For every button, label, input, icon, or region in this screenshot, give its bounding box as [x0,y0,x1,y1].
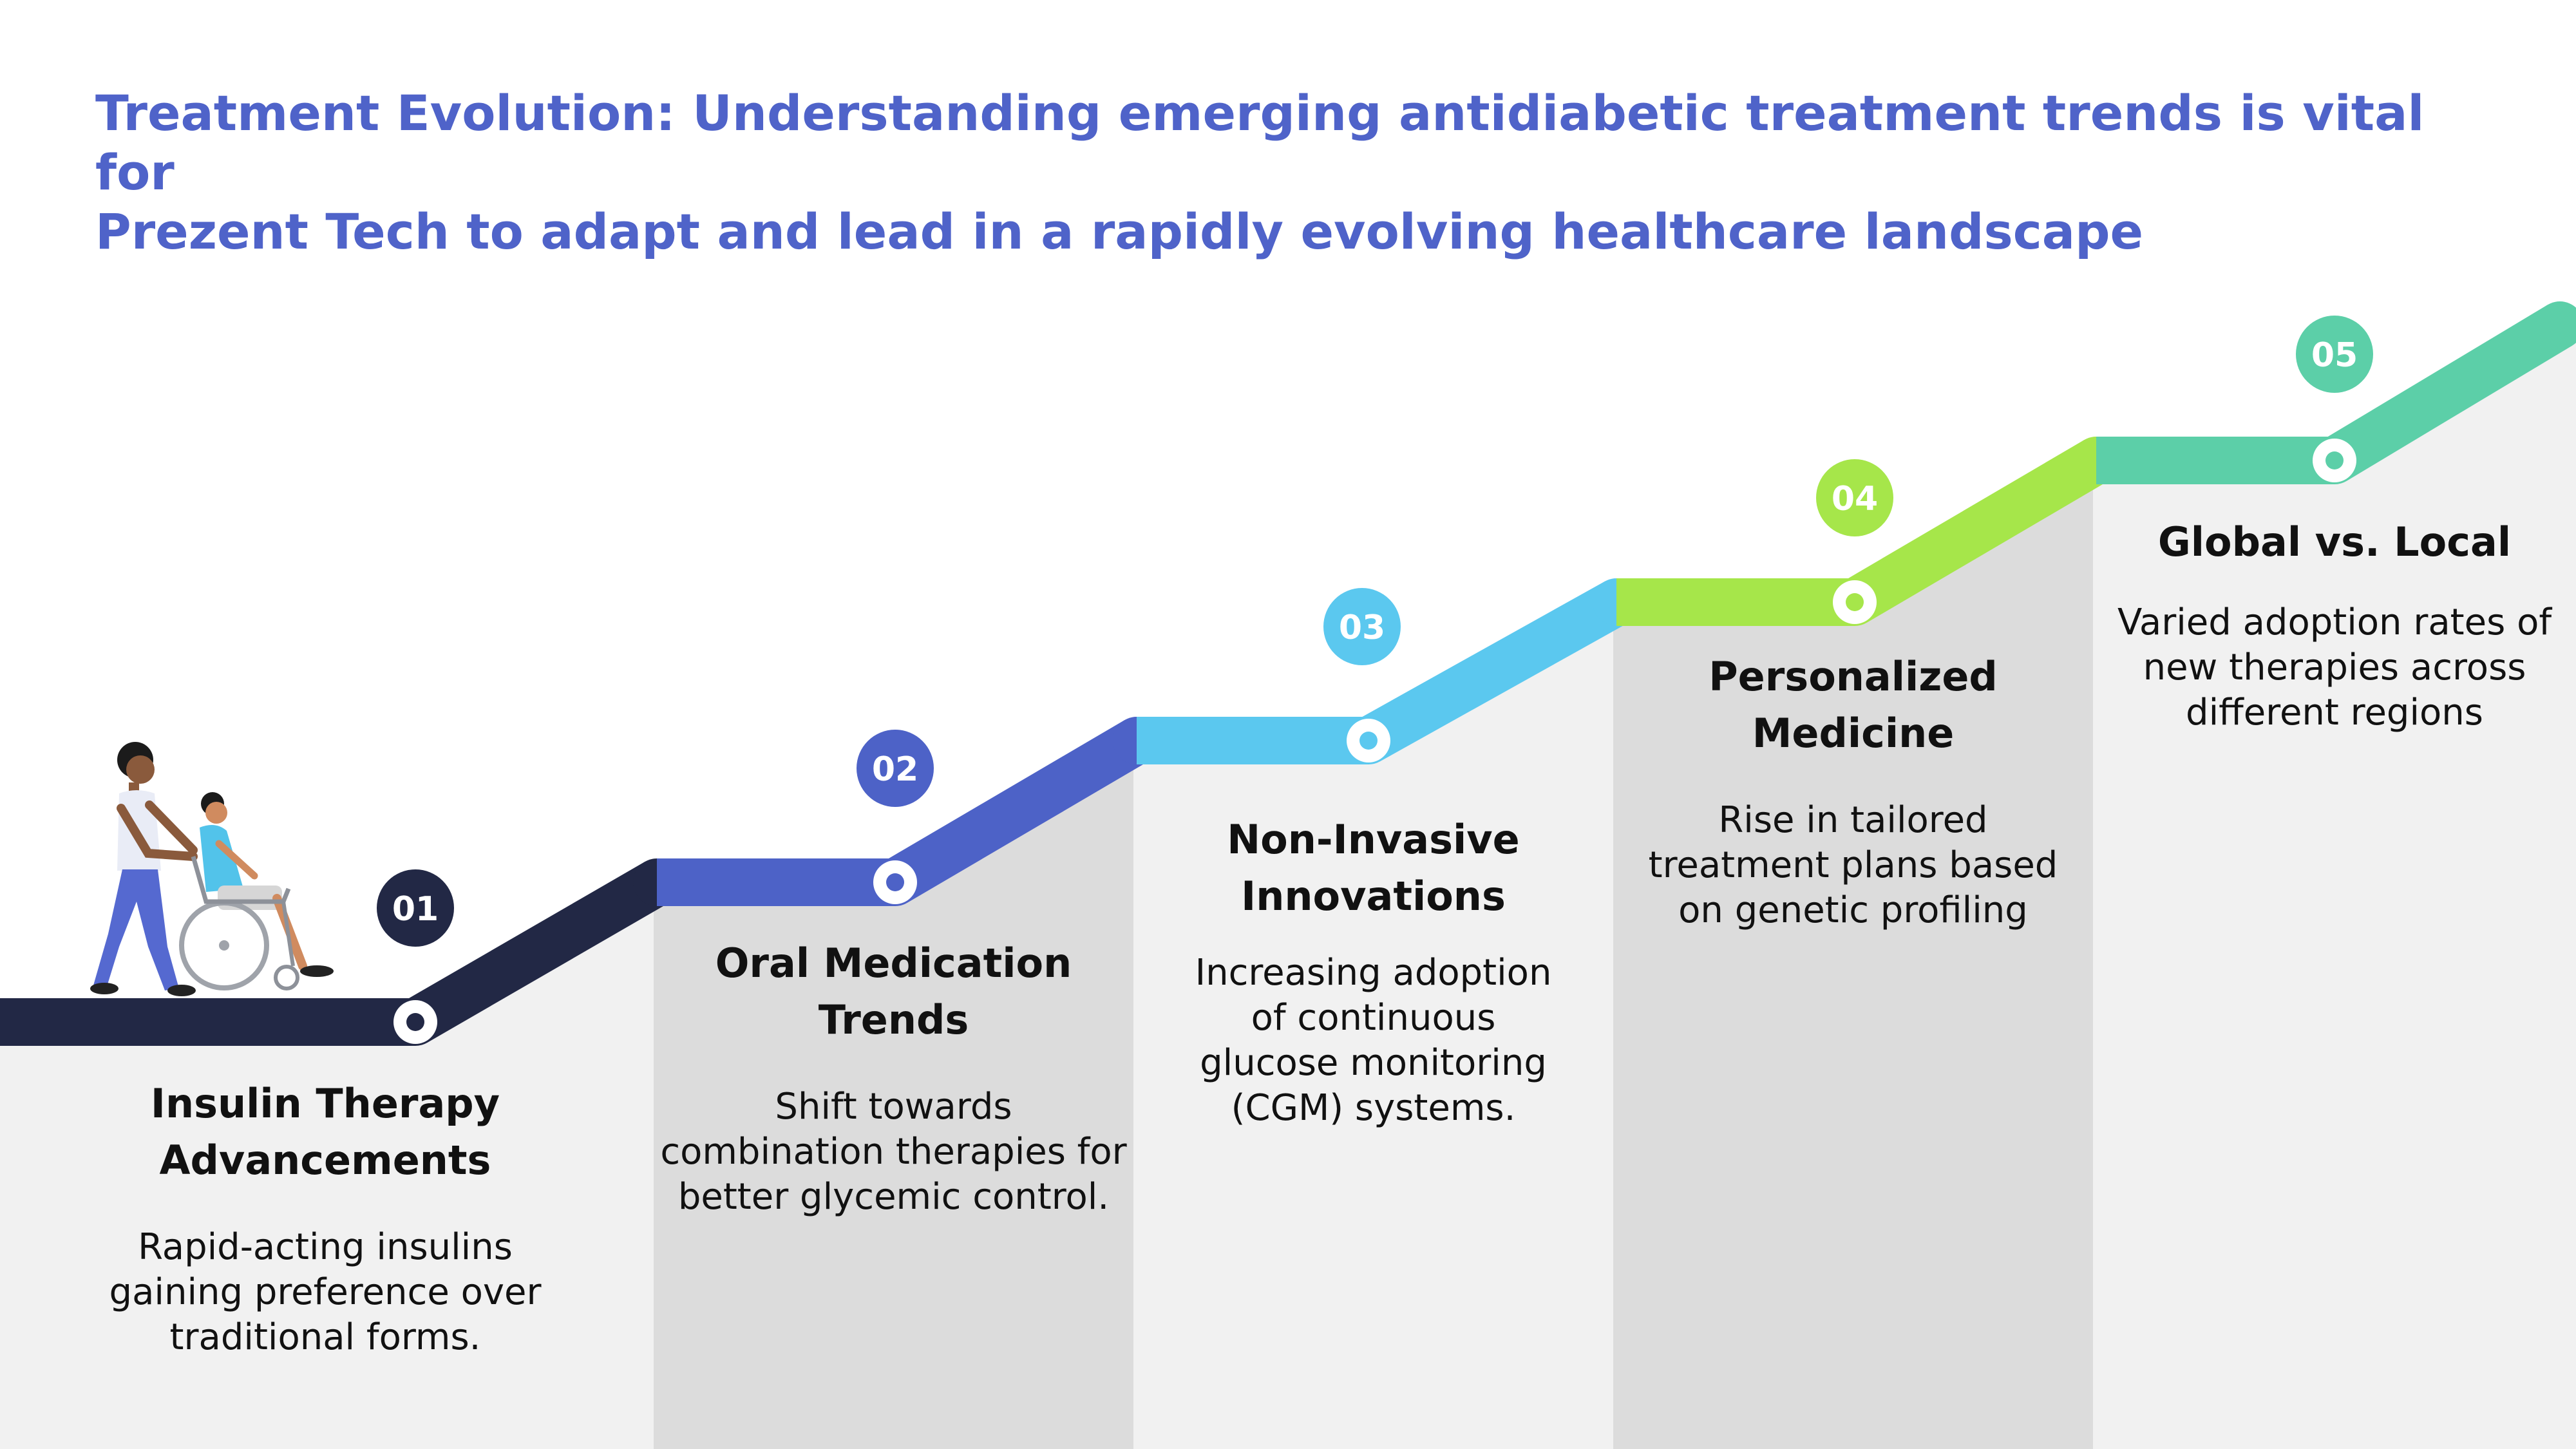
step-4-number: 04 [1832,480,1878,518]
step-3-heading-line: Innovations [1241,873,1506,920]
step-1-description-line: traditional forms. [169,1316,481,1358]
step-3-number-badge: 03 [1323,588,1401,665]
step-2-heading-line: Oral Medication [715,940,1072,987]
step-3-description-line: glucose monitoring [1200,1042,1547,1084]
step-3-number: 03 [1339,609,1385,647]
step-1-milestone-dot [393,1000,437,1044]
step-1-heading-line: Advancements [159,1137,491,1184]
title-line-1: Treatment Evolution: Understanding emerg… [95,84,2425,201]
step-5-description-line: new therapies across [2143,647,2526,688]
step-5-description: Varied adoption rates of new therapies a… [2093,600,2576,735]
step-3-description-line: Increasing adoption [1195,952,1552,994]
wheelchair-patient [179,792,334,990]
step-5-description-line: different regions [2186,692,2483,734]
step-4-heading-line: Personalized [1709,653,1998,700]
step-3-description-line: (CGM) systems. [1231,1087,1516,1129]
step-1-number: 01 [392,890,439,929]
step-2-text: Oral Medication Trends Shift towards com… [654,935,1133,1220]
page-title: Treatment Evolution: Understanding emerg… [95,84,2478,261]
step-1-description: Rapid-acting insulins gaining preference… [52,1225,599,1360]
step-5-number: 05 [2311,336,2358,375]
step-3-heading-line: Non-Invasive [1227,816,1520,863]
step-4-description-line: Rise in tailored [1718,799,1988,841]
title-line-2: Prezent Tech to adapt and lead in a rapi… [95,203,2144,260]
step-2-description-line: better glycemic control. [677,1176,1110,1218]
step-1-heading-line: Insulin Therapy [150,1080,500,1127]
step-4-description: Rise in tailored treatment plans based o… [1613,798,2093,933]
step-2-description-line: Shift towards [775,1086,1012,1128]
step-1-heading: Insulin Therapy Advancements [52,1075,599,1189]
step-5-number-badge: 05 [2296,316,2373,393]
step-2-milestone-dot [873,860,917,904]
step-5-ribbon-cap [2536,301,2576,349]
step-1-description-line: gaining preference over [109,1271,542,1313]
step-3-description-line: of continuous [1251,997,1496,1039]
step-3-description: Increasing adoption of continuous glucos… [1133,951,1613,1131]
step-4-number-badge: 04 [1816,459,1893,536]
step-4-milestone-dot [1833,580,1877,624]
step-5-description-line: Varied adoption rates of [2117,601,2552,643]
step-2-background [654,741,1133,1449]
step-4-heading-line: Medicine [1752,710,1955,757]
step-1-number-badge: 01 [377,869,454,947]
step-2-heading: Oral Medication Trends [654,935,1133,1048]
step-4-text: Personalized Medicine Rise in tailored t… [1613,649,2093,933]
step-2-heading-line: Trends [818,996,969,1043]
step-2-description: Shift towards combination therapies for … [654,1084,1133,1220]
step-3-text: Non-Invasive Innovations Increasing adop… [1133,811,1613,1131]
step-4-background [1613,460,2093,1449]
step-5-text: Global vs. Local Varied adoption rates o… [2093,514,2576,735]
step-1-background [0,882,654,1449]
step-5-heading-line: Global vs. Local [2157,518,2512,565]
step-5-milestone-dot [2313,439,2356,482]
step-4-description-line: treatment plans based [1648,844,2058,886]
step-2-number: 02 [872,750,918,789]
step-5-background [2093,316,2576,1449]
step-3-background [1133,602,1613,1449]
step-4-heading: Personalized Medicine [1613,649,2093,762]
step-2-description-line: combination therapies for [660,1131,1127,1173]
step-4-description-line: on genetic profiling [1678,889,2028,931]
caregiver-wheelchair-illustration [90,742,334,996]
caregiver-figure [90,742,198,996]
step-5-heading: Global vs. Local [2093,514,2576,571]
step-2-number-badge: 02 [857,730,934,807]
step-1-text: Insulin Therapy Advancements Rapid-actin… [52,1075,599,1360]
step-1-description-line: Rapid-acting insulins [138,1226,513,1268]
step-3-milestone-dot [1347,719,1390,762]
step-3-heading: Non-Invasive Innovations [1133,811,1613,925]
